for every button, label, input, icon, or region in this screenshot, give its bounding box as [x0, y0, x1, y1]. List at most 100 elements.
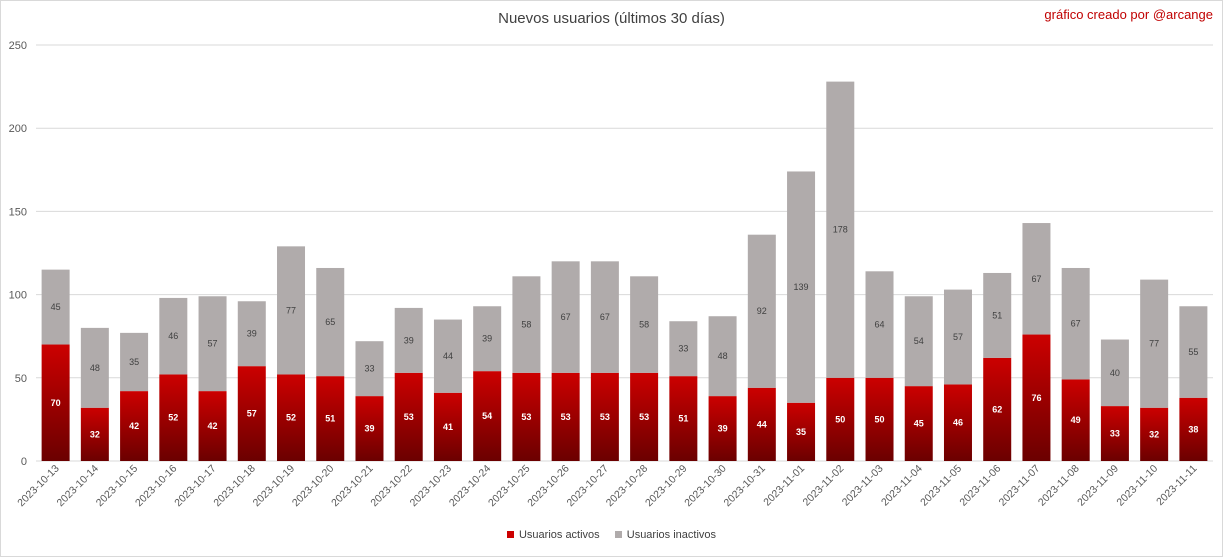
bar-inactive[interactable]: [198, 296, 227, 392]
data-label-active: 39: [718, 424, 728, 434]
data-label-inactive: 178: [833, 225, 848, 235]
bar-inactive[interactable]: [826, 81, 855, 378]
x-tick-label: 2023-11-07: [997, 463, 1043, 509]
data-label-active: 53: [639, 412, 649, 422]
data-label-active: 52: [168, 413, 178, 423]
bar-active[interactable]: [747, 387, 776, 461]
bar-inactive[interactable]: [669, 321, 698, 377]
bar-inactive[interactable]: [983, 272, 1012, 358]
data-label-inactive: 33: [364, 364, 374, 374]
bar-active[interactable]: [1140, 407, 1169, 461]
x-tick-label: 2023-11-05: [918, 463, 964, 509]
bar-inactive[interactable]: [1140, 279, 1169, 408]
data-label-active: 50: [875, 414, 885, 424]
x-tick-label: 2023-11-01: [761, 463, 807, 509]
data-label-active: 53: [404, 412, 414, 422]
bar-inactive[interactable]: [316, 267, 345, 377]
bar-active[interactable]: [237, 366, 266, 461]
bar-inactive[interactable]: [904, 296, 933, 387]
bar-inactive[interactable]: [1100, 339, 1129, 407]
data-label-inactive: 58: [639, 320, 649, 330]
bar-inactive[interactable]: [41, 269, 70, 345]
bar-active[interactable]: [983, 357, 1012, 461]
bar-inactive[interactable]: [394, 307, 423, 373]
bar-active[interactable]: [277, 374, 306, 461]
bar-inactive[interactable]: [433, 319, 462, 393]
data-label-inactive: 67: [1071, 319, 1081, 329]
bar-active[interactable]: [904, 386, 933, 461]
bar-inactive[interactable]: [630, 276, 659, 373]
y-tick-label: 150: [9, 206, 27, 218]
bar-inactive[interactable]: [747, 234, 776, 388]
legend-item-active[interactable]: Usuarios activos: [506, 529, 600, 541]
data-label-inactive: 67: [600, 312, 610, 322]
data-label-active: 62: [992, 404, 1002, 414]
bar-inactive[interactable]: [237, 301, 266, 367]
bar-inactive[interactable]: [80, 327, 109, 408]
data-label-active: 53: [600, 412, 610, 422]
bar-inactive[interactable]: [277, 246, 306, 375]
bar-active[interactable]: [1100, 406, 1129, 461]
data-label-active: 32: [1149, 429, 1159, 439]
data-label-active: 54: [482, 411, 492, 421]
bar-inactive[interactable]: [943, 289, 972, 385]
bar-active[interactable]: [590, 372, 619, 461]
bar-active[interactable]: [943, 384, 972, 461]
data-label-inactive: 92: [757, 306, 767, 316]
data-label-inactive: 48: [90, 363, 100, 373]
x-tick-label: 2023-11-08: [1036, 463, 1082, 509]
bar-active[interactable]: [512, 372, 541, 461]
data-label-inactive: 39: [404, 335, 414, 345]
data-label-active: 33: [1110, 429, 1120, 439]
x-tick-label: 2023-11-09: [1075, 463, 1121, 509]
bar-active[interactable]: [316, 376, 345, 461]
data-label-active: 51: [325, 414, 335, 424]
bar-inactive[interactable]: [355, 341, 384, 397]
data-label-active: 39: [364, 424, 374, 434]
bar-active[interactable]: [159, 374, 188, 461]
bar-inactive[interactable]: [473, 306, 502, 372]
bar-inactive[interactable]: [590, 261, 619, 373]
bar-inactive[interactable]: [708, 316, 737, 397]
bar-inactive[interactable]: [865, 271, 894, 378]
bar-active[interactable]: [394, 372, 423, 461]
legend-item-inactive[interactable]: Usuarios inactivos: [614, 529, 716, 541]
bar-inactive[interactable]: [1061, 267, 1090, 380]
data-label-inactive: 65: [325, 317, 335, 327]
bar-inactive[interactable]: [551, 261, 580, 373]
y-tick-label: 100: [9, 290, 27, 302]
bar-active[interactable]: [433, 392, 462, 461]
bar-active[interactable]: [669, 376, 698, 461]
bar-active[interactable]: [120, 391, 149, 461]
data-label-inactive: 67: [1031, 274, 1041, 284]
bar-inactive[interactable]: [787, 171, 816, 403]
bar-active[interactable]: [41, 344, 70, 461]
data-label-inactive: 46: [168, 331, 178, 341]
bar-active[interactable]: [551, 372, 580, 461]
bar-inactive[interactable]: [512, 276, 541, 373]
bar-active[interactable]: [355, 396, 384, 461]
bar-active[interactable]: [1061, 379, 1090, 461]
data-label-inactive: 139: [794, 282, 809, 292]
y-axis-tick-labels: 0 50 100 150 200 250: [9, 40, 27, 468]
x-tick-label: 2023-11-03: [840, 463, 886, 509]
bar-inactive[interactable]: [159, 297, 188, 375]
bar-active[interactable]: [826, 377, 855, 461]
bar-inactive[interactable]: [1179, 306, 1208, 398]
bar-active[interactable]: [630, 372, 659, 461]
bar-active[interactable]: [1022, 334, 1051, 461]
chart-title: Nuevos usuarios (últimos 30 días): [498, 10, 725, 27]
data-label-inactive: 33: [678, 344, 688, 354]
data-label-inactive: 77: [1149, 339, 1159, 349]
bar-active[interactable]: [708, 396, 737, 461]
bar-inactive[interactable]: [1022, 223, 1051, 335]
bar-active[interactable]: [80, 407, 109, 461]
bar-active[interactable]: [473, 371, 502, 461]
bar-active[interactable]: [198, 391, 227, 461]
bar-active[interactable]: [865, 377, 894, 461]
bar-active[interactable]: [787, 402, 816, 461]
data-label-active: 38: [1188, 424, 1198, 434]
bar-active[interactable]: [1179, 397, 1208, 461]
bar-inactive[interactable]: [120, 332, 149, 392]
data-label-active: 76: [1031, 393, 1041, 403]
